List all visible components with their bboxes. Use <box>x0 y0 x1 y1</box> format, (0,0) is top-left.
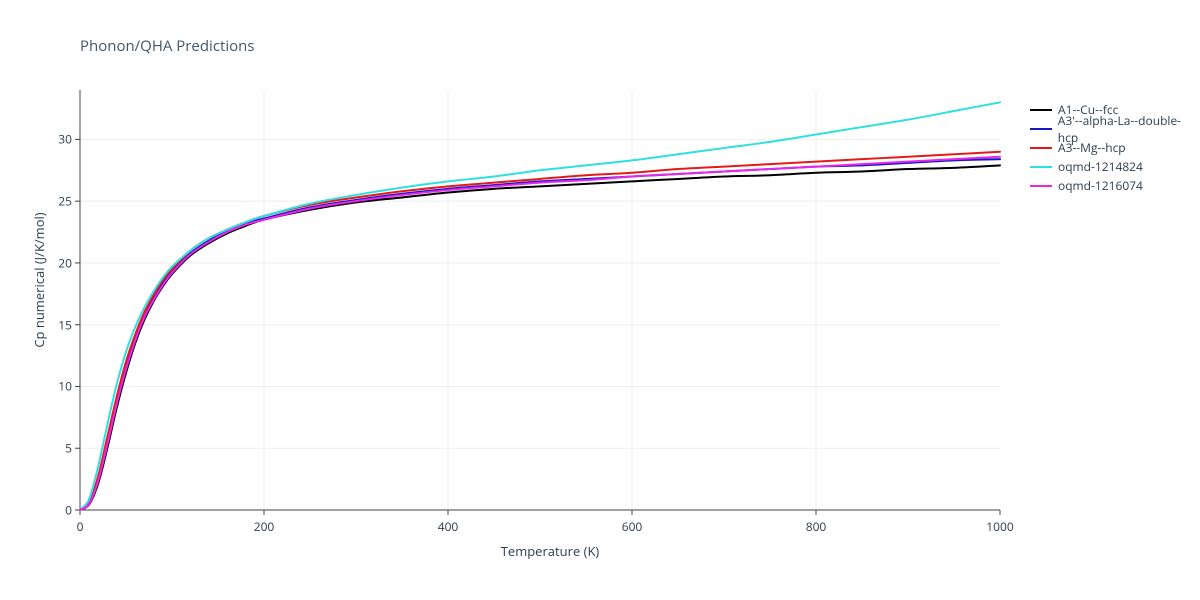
x-tick-label: 1000 <box>986 518 1013 535</box>
y-tick-label: 5 <box>48 440 72 457</box>
series-line[interactable] <box>80 159 1000 510</box>
legend-label: oqmd-1216074 <box>1058 177 1143 194</box>
series-line[interactable] <box>80 157 1000 510</box>
legend-item[interactable]: oqmd-1214824 <box>1030 157 1200 176</box>
x-tick-label: 0 <box>77 518 84 535</box>
chart-container: { "chart": { "type": "line", "title": "P… <box>0 0 1200 600</box>
chart-title: Phonon/QHA Predictions <box>80 36 255 56</box>
legend-label: A3--Mg--hcp <box>1058 139 1126 156</box>
y-tick-label: 25 <box>48 193 72 210</box>
legend-swatch <box>1030 147 1052 149</box>
legend-swatch <box>1030 166 1052 168</box>
legend-swatch <box>1030 109 1052 111</box>
chart-svg <box>80 90 1000 510</box>
x-axis-label: Temperature (K) <box>480 542 620 560</box>
y-tick-label: 15 <box>48 316 72 333</box>
x-tick-label: 400 <box>438 518 459 535</box>
legend: A1--Cu--fccA3'--alpha-La--double-hcpA3--… <box>1030 100 1200 195</box>
legend-item[interactable]: A3'--alpha-La--double-hcp <box>1030 119 1200 138</box>
legend-label: oqmd-1214824 <box>1058 158 1143 175</box>
legend-swatch <box>1030 185 1052 187</box>
y-tick-label: 30 <box>48 131 72 148</box>
plot-area <box>80 90 1000 510</box>
series-line[interactable] <box>80 165 1000 510</box>
y-tick-label: 20 <box>48 254 72 271</box>
y-tick-label: 10 <box>48 378 72 395</box>
legend-item[interactable]: oqmd-1216074 <box>1030 176 1200 195</box>
x-tick-label: 600 <box>622 518 643 535</box>
x-tick-label: 200 <box>254 518 275 535</box>
series-line[interactable] <box>80 152 1000 510</box>
y-axis-label: Cp numerical (J/K/mol) <box>30 180 48 380</box>
x-tick-label: 800 <box>806 518 827 535</box>
y-tick-label: 0 <box>48 502 72 519</box>
legend-swatch <box>1030 128 1052 130</box>
